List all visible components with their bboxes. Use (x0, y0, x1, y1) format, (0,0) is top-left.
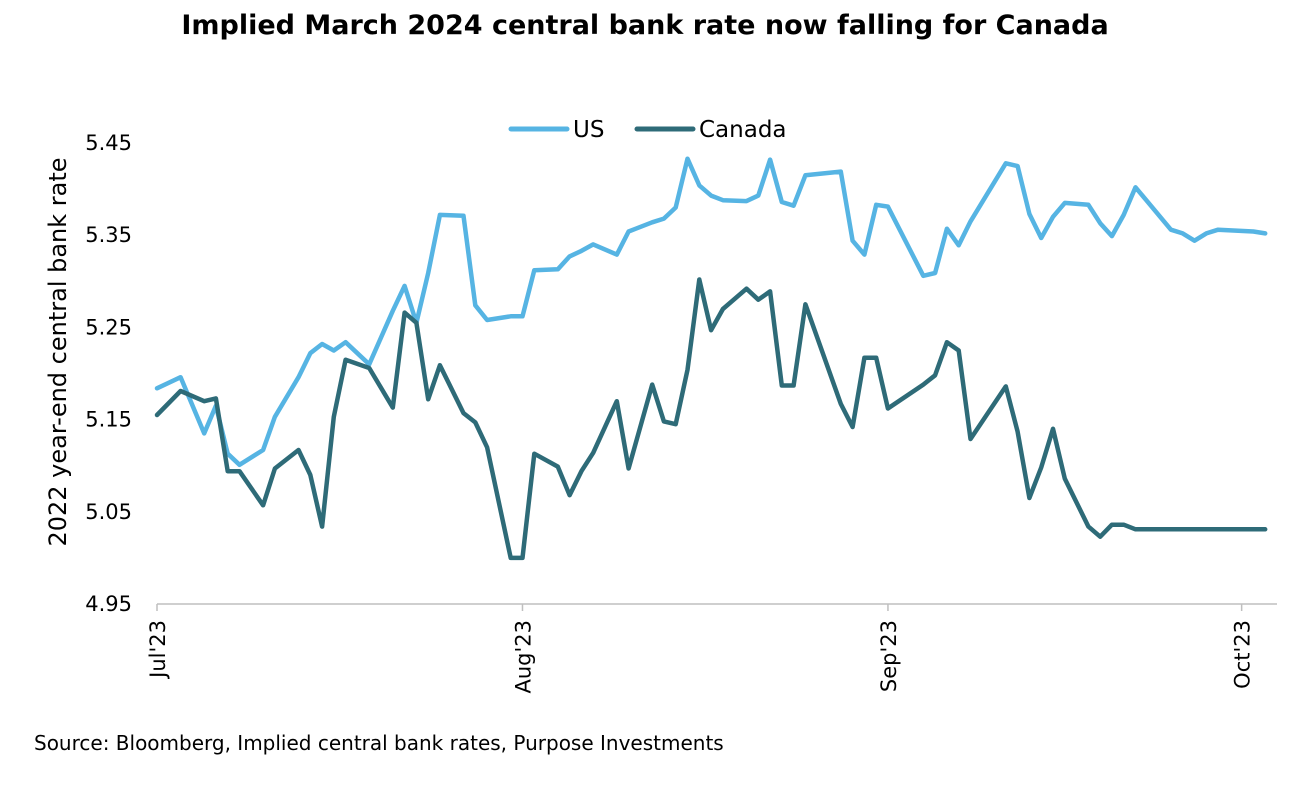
y-tick-label: 5.45 (85, 131, 132, 155)
series-line-us (154, 156, 1268, 468)
chart-title: Implied March 2024 central bank rate now… (181, 10, 1109, 41)
y-tick-label: 5.15 (85, 408, 132, 432)
x-tick-label: Oct'23 (1231, 620, 1255, 689)
legend-label-us: US (573, 117, 604, 143)
series-layer (154, 156, 1268, 561)
legend: US Canada (508, 117, 787, 143)
y-tick-label: 5.05 (85, 500, 132, 524)
source-note: Source: Bloomberg, Implied central bank … (34, 731, 724, 755)
y-tick-label: 5.35 (85, 223, 132, 247)
y-axis-ticks: 4.95 5.05 5.15 5.25 5.35 5.45 (85, 131, 132, 616)
y-tick-label: 5.25 (85, 315, 132, 339)
x-tick-label: Sep'23 (877, 620, 901, 692)
y-axis-title: 2022 year-end central bank rate (44, 157, 72, 546)
y-tick-label: 4.95 (85, 592, 132, 616)
series-line-canada (154, 277, 1268, 561)
legend-label-canada: Canada (699, 117, 787, 143)
x-tick-label: Jul'23 (146, 620, 170, 680)
x-axis: Jul'23 Aug'23 Sep'23 Oct'23 (146, 603, 1277, 694)
x-tick-label: Aug'23 (511, 620, 535, 694)
